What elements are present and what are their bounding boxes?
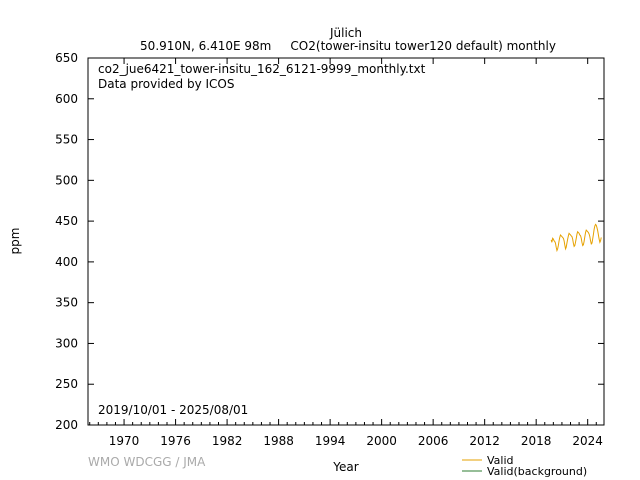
y-tick-label: 500 — [55, 173, 78, 187]
provider-annotation: Data provided by ICOS — [98, 77, 234, 91]
y-tick-label: 450 — [55, 214, 78, 228]
x-axis: 1970 1976 1982 1988 1994 2000 2006 2012 2018 2024 — [89, 58, 603, 448]
y-tick-label: 200 — [55, 418, 78, 432]
y-axis: 200 250 300 350 400 450 500 550 600 650 — [55, 51, 604, 432]
y-tick-label: 600 — [55, 92, 78, 106]
y-tick-label: 300 — [55, 336, 78, 350]
x-tick-label: 2000 — [366, 434, 397, 448]
x-tick-label: 1982 — [212, 434, 243, 448]
series-line-valid — [550, 223, 602, 253]
y-tick-label: 550 — [55, 133, 78, 147]
x-tick-label: 2006 — [418, 434, 449, 448]
chart-subtitle: 50.910N, 6.410E 98m CO2(tower-insitu tow… — [140, 39, 556, 53]
legend: Valid Valid(background) — [462, 454, 587, 478]
chart-station-title: Jülich — [329, 26, 362, 40]
filename-annotation: co2_jue6421_tower-insitu_162_6121-9999_m… — [98, 62, 426, 76]
x-tick-label: 2012 — [469, 434, 500, 448]
x-tick-label: 1988 — [263, 434, 294, 448]
x-tick-label: 1970 — [109, 434, 140, 448]
y-tick-label: 650 — [55, 51, 78, 65]
series-layer — [550, 223, 602, 253]
plot-frame — [87, 57, 605, 426]
x-tick-label: 1976 — [160, 434, 191, 448]
period-annotation: 2019/10/01 - 2025/08/01 — [98, 403, 248, 417]
y-axis-label: ppm — [8, 228, 22, 255]
x-axis-label: Year — [332, 460, 358, 474]
legend-label-background: Valid(background) — [487, 465, 587, 478]
wdcgg-credit: WMO WDCGG / JMA — [88, 455, 206, 469]
y-tick-label: 400 — [55, 255, 78, 269]
legend-label-valid: Valid — [487, 454, 514, 467]
x-tick-label: 2024 — [572, 434, 603, 448]
y-tick-label: 350 — [55, 296, 78, 310]
x-tick-label: 1994 — [315, 434, 346, 448]
y-tick-label: 250 — [55, 377, 78, 391]
x-tick-label: 2018 — [521, 434, 552, 448]
